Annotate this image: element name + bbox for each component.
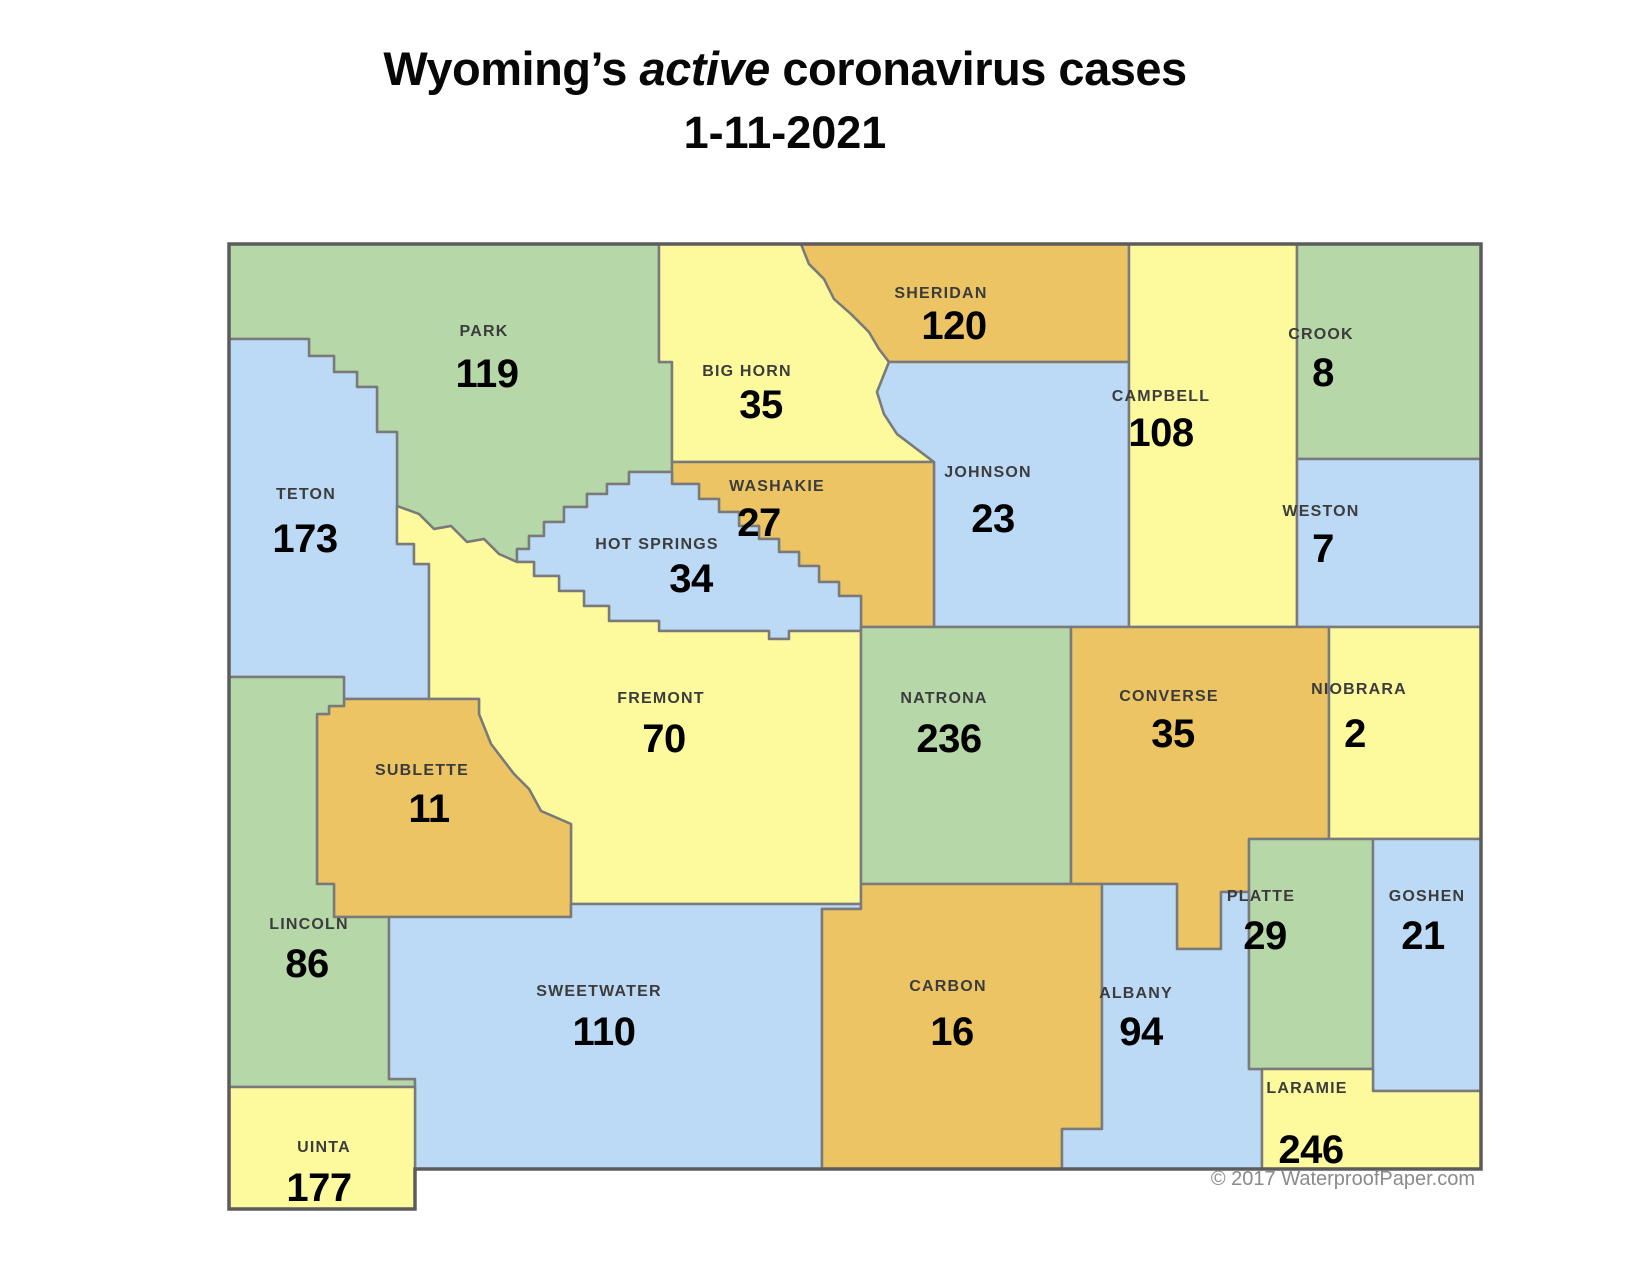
county-name-label-albany: ALBANY bbox=[1099, 985, 1173, 1002]
county-name-label-sublette: SUBLETTE bbox=[375, 762, 469, 779]
county-name-label-laramie: LARAMIE bbox=[1266, 1080, 1347, 1097]
title-date: 1-11-2021 bbox=[683, 106, 887, 158]
county-value-label-albany: 94 bbox=[1119, 1010, 1164, 1054]
county-name-label-niobrara: NIOBRARA bbox=[1311, 681, 1407, 698]
county-name-label-goshen: GOSHEN bbox=[1389, 888, 1466, 905]
county-shape-goshen bbox=[1371, 837, 1483, 1093]
copyright-watermark: © 2017 WaterproofPaper.com bbox=[1210, 1168, 1475, 1190]
county-value-label-niobrara: 2 bbox=[1344, 712, 1366, 756]
county-name-label-johnson: JOHNSON bbox=[944, 464, 1032, 481]
county-name-label-crook: CROOK bbox=[1288, 326, 1354, 343]
county-name-label-converse: CONVERSE bbox=[1119, 688, 1218, 705]
county-name-label-carbon: CARBON bbox=[909, 978, 986, 995]
county-name-label-fremont: FREMONT bbox=[617, 690, 705, 707]
county-value-label-teton: 173 bbox=[272, 517, 337, 561]
county-value-label-goshen: 21 bbox=[1401, 914, 1445, 958]
county-value-label-laramie: 246 bbox=[1278, 1128, 1343, 1172]
page-title: Wyoming’s active coronavirus cases 1-11-… bbox=[0, 40, 1570, 161]
county-value-label-park: 119 bbox=[455, 352, 518, 396]
county-value-label-sheridan: 120 bbox=[921, 304, 986, 348]
county-value-label-natrona: 236 bbox=[916, 717, 981, 761]
county-name-label-campbell: CAMPBELL bbox=[1112, 388, 1210, 405]
county-name-label-sheridan: SHERIDAN bbox=[894, 285, 987, 302]
county-name-label-natrona: NATRONA bbox=[900, 690, 987, 707]
county-value-label-lincoln: 86 bbox=[285, 942, 329, 986]
county-value-label-campbell: 108 bbox=[1128, 411, 1193, 455]
county-map-svg: PARK 119 TETON 173 BIG HORN 35 SHERIDAN 120 JOHN… bbox=[227, 242, 1483, 1211]
county-value-label-sublette: 11 bbox=[408, 787, 450, 831]
county-value-label-platte: 29 bbox=[1243, 914, 1287, 958]
county-value-label-carbon: 16 bbox=[930, 1010, 974, 1054]
county-name-label-weston: WESTON bbox=[1282, 503, 1359, 520]
county-name-label-teton: TETON bbox=[276, 486, 336, 503]
title-emphasis: active bbox=[639, 42, 771, 95]
county-name-label-uinta: UINTA bbox=[297, 1139, 351, 1156]
county-value-label-crook: 8 bbox=[1312, 351, 1334, 395]
county-name-label-park: PARK bbox=[460, 323, 509, 340]
county-value-label-fremont: 70 bbox=[642, 717, 686, 761]
county-value-label-uinta: 177 bbox=[286, 1166, 351, 1210]
county-value-label-washakie: 27 bbox=[737, 501, 781, 545]
county-name-label-sweetwater: SWEETWATER bbox=[536, 983, 661, 1000]
county-value-label-big-horn: 35 bbox=[739, 383, 783, 427]
county-value-label-hot-springs: 34 bbox=[669, 557, 714, 601]
county-value-label-johnson: 23 bbox=[971, 497, 1015, 541]
map-outer-border bbox=[227, 242, 1483, 1211]
wyoming-county-map: PARK 119 TETON 173 BIG HORN 35 SHERIDAN 120 JOHN… bbox=[225, 240, 1485, 1216]
county-name-label-hot-springs: HOT SPRINGS bbox=[595, 536, 718, 553]
county-value-label-converse: 35 bbox=[1151, 712, 1195, 756]
county-name-label-lincoln: LINCOLN bbox=[269, 916, 349, 933]
county-name-label-big-horn: BIG HORN bbox=[702, 363, 792, 380]
county-name-label-washakie: WASHAKIE bbox=[729, 478, 825, 495]
county-name-label-platte: PLATTE bbox=[1227, 888, 1295, 905]
county-value-label-weston: 7 bbox=[1312, 527, 1334, 571]
county-value-label-sweetwater: 110 bbox=[572, 1010, 635, 1054]
title-main: Wyoming’s active coronavirus cases bbox=[383, 42, 1187, 95]
